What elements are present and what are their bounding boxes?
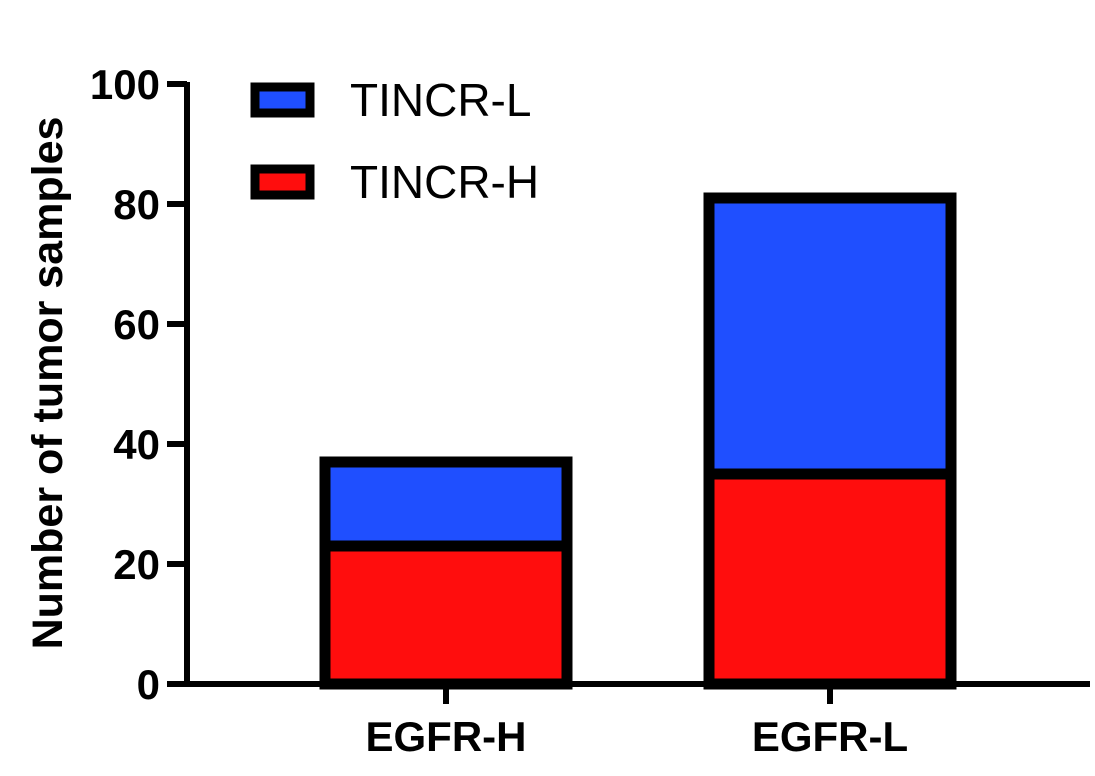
y-tick-label-0: 0 [137,661,160,708]
x-tick-label-egfr-l: EGFR-L [752,713,908,760]
bar-egfr-h-tincr-h [319,540,573,690]
x-tick-label-egfr-h: EGFR-H [366,713,527,760]
bars-layer [319,192,957,690]
y-tick-label-100: 100 [90,61,160,108]
y-tick-label-80: 80 [113,181,160,228]
y-tick-label-60: 60 [113,301,160,348]
bar-egfr-h-tincr-l [319,456,573,552]
bar-egfr-l-tincr-h [703,468,957,690]
legend-label-tincr-h: TINCR-H [350,156,539,208]
axes-layer: 0 20 40 60 80 100 EGFR-H EGFR-L [90,61,1090,760]
legend-swatch-tincr-l [250,82,315,118]
y-tick-label-40: 40 [113,421,160,468]
y-axis-title: Number of tumor samples [24,117,72,650]
legend-swatch-tincr-h [250,164,315,200]
legend-label-tincr-l: TINCR-L [350,74,531,126]
bar-egfr-l-tincr-l [703,192,957,480]
y-tick-label-20: 20 [113,541,160,588]
legend: TINCR-L TINCR-H [250,74,539,208]
